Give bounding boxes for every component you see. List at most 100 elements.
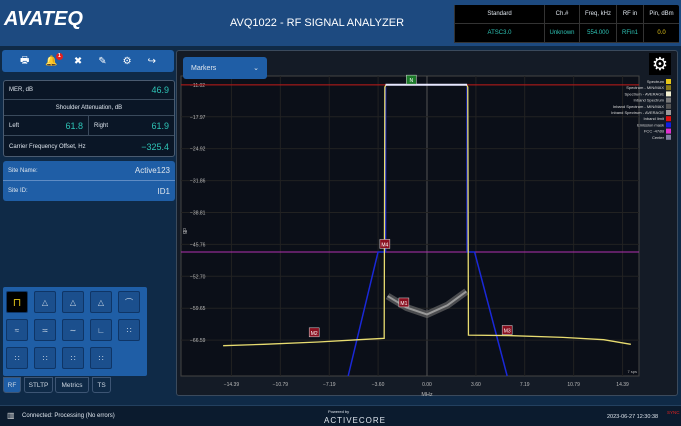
peaks-mode-button[interactable]: ≈	[6, 319, 28, 341]
constellation-3-button[interactable]: ∷	[34, 347, 56, 369]
mer-value: 46.9	[151, 85, 169, 95]
emission-mask-right	[466, 87, 508, 377]
mode-panel: ⊓ △ △ △ ⌒ ≈ ≍ ∼ ∟ ∷ ∷ ∷ ∷ ∷	[3, 287, 147, 376]
right-label: Right	[94, 122, 109, 129]
marker-N	[406, 74, 417, 85]
site-name-value[interactable]: Active123	[134, 166, 170, 175]
site-id-value[interactable]: ID1	[157, 186, 170, 196]
cfo-value: −325.4	[141, 141, 169, 152]
gear-icon[interactable]: ⚙	[649, 53, 671, 75]
info-header: Ch.#	[544, 5, 579, 24]
marker-M2	[308, 327, 320, 338]
spectrum-chart[interactable]: −14.39 −10.79 −7.19 −3.60 0.00 3.60 7.19 10.79 1…	[177, 51, 679, 398]
y-tick-label: −45.76	[190, 242, 206, 248]
y-tick-label: −52.70	[190, 274, 206, 280]
site-name-label: Site Name:	[8, 167, 38, 174]
x-tick-label: 0.00	[422, 382, 432, 388]
x-tick-label: −7.19	[323, 382, 336, 388]
logout-icon[interactable]: ↪	[147, 55, 156, 67]
corner-note: 7 sps	[627, 369, 637, 374]
markers-dropdown[interactable]: Markers ⌄	[183, 57, 267, 79]
tab-stltp[interactable]: STLTP	[24, 377, 53, 393]
legend-swatch	[666, 128, 671, 134]
status-bar: ▥ Connected: Processing (No errors) Powe…	[0, 405, 681, 426]
bell-icon[interactable]: 🔔 1	[45, 52, 63, 67]
legend-label: Spectrum	[647, 79, 665, 84]
tab-metrics[interactable]: Metrics	[55, 377, 89, 393]
info-pin: 0.0	[643, 24, 679, 43]
left-label: Left	[9, 122, 20, 129]
cfo-label: Carrier Frequency Offset, Hz	[9, 143, 86, 150]
powered-by: Powered by	[328, 409, 350, 414]
info-rfin: RFin1	[616, 24, 643, 43]
y-tick-label: −38.81	[190, 210, 206, 216]
curve-mode-button[interactable]: ⌒	[118, 291, 140, 313]
sync-icon: SYNC	[667, 410, 680, 415]
tab-rf[interactable]: RF	[3, 377, 21, 393]
datetime: 2023-06-27 12:30:38	[607, 414, 659, 420]
info-header: RF in	[616, 5, 643, 24]
legend-swatch	[666, 79, 671, 84]
x-tick-label: 14.39	[616, 382, 629, 388]
y-tick-label: −11.02	[190, 83, 205, 89]
y-tick-label: −59.65	[190, 306, 206, 312]
legend-label: Spectrum - MIN/MAX	[626, 85, 664, 90]
signal-icon: ▥	[7, 411, 15, 420]
info-header: Pin, dBm	[643, 5, 679, 24]
status-text: Connected: Processing (No errors)	[22, 413, 115, 419]
constellation-5-button[interactable]: ∷	[90, 347, 112, 369]
tab-ts[interactable]: TS	[92, 377, 111, 393]
x-tick-label: −14.39	[224, 382, 240, 388]
legend-swatch	[666, 103, 671, 109]
marker-label: M2	[311, 331, 318, 337]
x-axis-label: MHz	[421, 392, 433, 397]
info-channel: Unknown	[544, 24, 579, 43]
legend-label: Inband Spectrum - AVERAGE	[611, 110, 664, 115]
tower-1-mode-button[interactable]: △	[90, 291, 112, 313]
plot-area	[180, 75, 640, 377]
marker-label: M4	[381, 242, 388, 248]
logo: AVATEQ	[4, 8, 83, 30]
legend-swatch	[666, 116, 671, 122]
x-tick-label: −3.60	[372, 382, 385, 388]
brand-logo: ACTIVECORE	[324, 416, 387, 425]
left-value: 61.8	[65, 120, 83, 131]
x-tick-label: 10.79	[567, 382, 580, 388]
tools-icon[interactable]: ✖	[73, 55, 83, 67]
constellation-2-button[interactable]: ∷	[6, 347, 28, 369]
marker-M1	[398, 297, 410, 308]
spectrum-mode-button[interactable]: ⊓	[6, 291, 28, 313]
printer-icon[interactable]: 🖶	[19, 54, 30, 66]
constellation-button[interactable]: ∷	[118, 319, 140, 341]
legend-swatch	[666, 97, 671, 103]
legend-swatch	[666, 110, 671, 115]
right-value: 61.9	[151, 120, 169, 131]
tower-mode-button[interactable]: △	[34, 291, 56, 313]
marker-label: M3	[504, 329, 511, 335]
gears-icon[interactable]: ⚙	[122, 55, 132, 67]
wave-mode-button[interactable]: ∼	[62, 319, 84, 341]
trend-mode-button[interactable]: ∟	[90, 319, 112, 341]
emission-mask-left	[347, 87, 387, 377]
x-tick-label: 3.60	[471, 382, 481, 388]
shoulder-label: Shoulder Attenuation, dB	[55, 104, 123, 111]
header: AVATEQ AVQ1022 - RF SIGNAL ANALYZER Stan…	[0, 0, 681, 46]
marker-label: N	[410, 78, 414, 84]
chevron-down-icon: ⌄	[253, 65, 259, 72]
markers-dropdown-label: Markers	[191, 64, 217, 72]
legend-label: Inband Spectrum	[634, 98, 665, 103]
info-header: Freq, kHz	[579, 5, 616, 24]
legend-label: Inband Spectrum - MIN/MAX	[613, 104, 664, 109]
channel-response-button[interactable]: ≍	[34, 319, 56, 341]
tower-3-mode-button[interactable]: △	[62, 291, 84, 313]
constellation-4-button[interactable]: ∷	[62, 347, 84, 369]
legend-swatch	[666, 91, 671, 97]
pencil-icon[interactable]: ✎	[98, 55, 107, 67]
spectrum-chart-panel: −14.39 −10.79 −7.19 −3.60 0.00 3.60 7.19 10.79 1…	[176, 50, 679, 398]
y-tick-label: −31.86	[190, 179, 206, 185]
info-standard: ATSC3.0	[454, 24, 544, 43]
y-tick-label: −66.59	[190, 338, 206, 344]
app-title: AVQ1022 - RF SIGNAL ANALYZER	[230, 17, 405, 29]
toolbar: 🖶 🔔 1 ✖ ✎ ⚙ ↪	[2, 50, 174, 72]
legend-label: Emission mask	[637, 122, 664, 127]
